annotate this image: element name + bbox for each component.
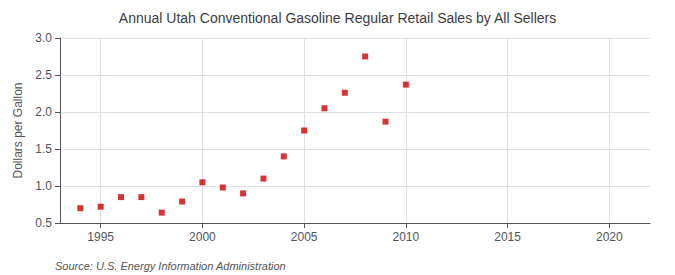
svg-text:1.5: 1.5 <box>35 142 52 156</box>
svg-text:2005: 2005 <box>291 230 318 244</box>
svg-text:2.0: 2.0 <box>35 105 52 119</box>
svg-text:2000: 2000 <box>189 230 216 244</box>
svg-text:2020: 2020 <box>596 230 623 244</box>
svg-text:3.0: 3.0 <box>35 31 52 45</box>
svg-text:1995: 1995 <box>87 230 114 244</box>
svg-text:2.5: 2.5 <box>35 68 52 82</box>
svg-text:Dollars per Gallon: Dollars per Gallon <box>11 82 25 178</box>
svg-text:Annual Utah Conventional Gasol: Annual Utah Conventional Gasoline Regula… <box>119 10 556 26</box>
svg-text:1.0: 1.0 <box>35 179 52 193</box>
svg-text:2010: 2010 <box>393 230 420 244</box>
svg-text:Source: U.S. Energy Informatio: Source: U.S. Energy Information Administ… <box>55 260 286 272</box>
svg-text:2015: 2015 <box>494 230 521 244</box>
svg-text:0.5: 0.5 <box>35 216 52 230</box>
